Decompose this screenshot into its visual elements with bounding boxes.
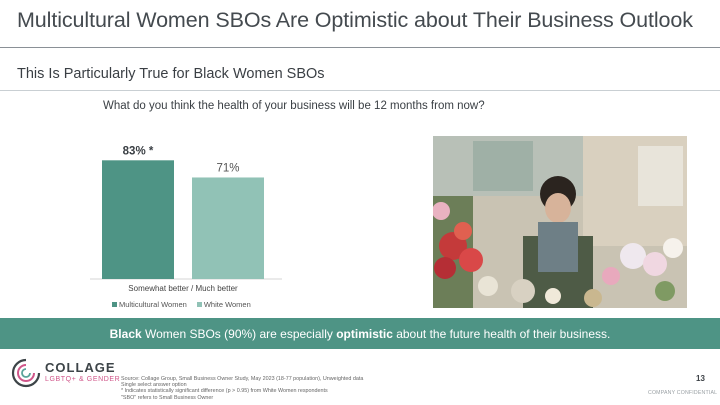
legend-label-multicultural: Multicultural Women bbox=[119, 300, 187, 309]
bar-multicultural-women bbox=[102, 160, 174, 279]
data-label-white-women: 71% bbox=[216, 162, 239, 174]
legend-swatch-white bbox=[196, 302, 202, 307]
key-insight-banner: Black Women SBOs (90%) are especially op… bbox=[0, 318, 720, 349]
slide-subtitle: This Is Particularly True for Black Wome… bbox=[17, 66, 325, 82]
slide-title: Multicultural Women SBOs Are Optimistic … bbox=[17, 8, 693, 32]
logo-wordmark: COLLAGE bbox=[45, 360, 116, 375]
legend-item-white: White Women bbox=[196, 300, 251, 309]
title-divider bbox=[0, 47, 720, 48]
bar-chart: 83% * 71% Somewhat better / Much better bbox=[90, 145, 282, 293]
bar-white-women bbox=[192, 177, 264, 279]
footnote-significance: * Indicates statistically significant di… bbox=[121, 388, 328, 395]
florist-photo bbox=[433, 136, 687, 308]
banner-highlight-optimistic: optimistic bbox=[336, 326, 393, 341]
category-label: Somewhat better / Much better bbox=[128, 284, 238, 293]
banner-text-2: about the future health of their busines… bbox=[392, 326, 611, 341]
legend-label-white: White Women bbox=[203, 300, 251, 309]
content-divider bbox=[0, 90, 720, 91]
collage-logo-icon bbox=[11, 358, 41, 388]
banner-highlight-black: Black bbox=[109, 326, 142, 341]
footnotes: Source: Collage Group, Small Business Ow… bbox=[121, 376, 363, 401]
legend-item-multicultural: Multicultural Women bbox=[112, 300, 187, 309]
survey-question: What do you think the health of your bus… bbox=[103, 100, 485, 112]
data-label-multicultural-women: 83% * bbox=[123, 145, 154, 157]
footnote-select: Single select answer option bbox=[121, 382, 187, 389]
footnote-sbo: "SBO" refers to Small Business Owner bbox=[121, 394, 214, 401]
logo-tagline: LGBTQ+ & GENDER bbox=[45, 376, 121, 383]
page-number: 13 bbox=[696, 374, 705, 383]
chart-legend: Multicultural Women White Women bbox=[112, 300, 257, 309]
legend-swatch-multicultural bbox=[112, 302, 117, 307]
footnote-source: Source: Collage Group, Small Business Ow… bbox=[121, 376, 364, 382]
banner-text-1: Women SBOs (90%) are especially bbox=[141, 326, 337, 341]
confidential-notice: COMPANY CONFIDENTIAL bbox=[648, 390, 718, 396]
